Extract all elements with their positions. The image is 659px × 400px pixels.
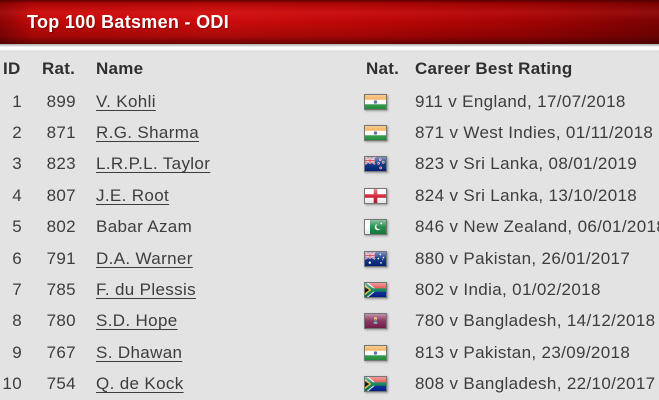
rating-cell: 802 <box>46 217 76 237</box>
career-best-cell: 813 v Pakistan, 23/09/2018 <box>415 342 631 362</box>
career-best-cell: 802 v India, 01/02/2018 <box>415 280 601 300</box>
rating-cell: 780 <box>46 311 76 331</box>
rating-cell: 823 <box>46 154 76 174</box>
player-name-link[interactable]: S.D. Hope <box>96 311 178 331</box>
flag-pakistan-icon <box>364 219 387 236</box>
player-name-link[interactable]: D.A. Warner <box>96 248 193 268</box>
rating-cell: 785 <box>46 280 76 300</box>
table-row: 2 871 R.G. Sharma 871 v West Indies, 01/… <box>0 117 659 148</box>
flag-india-icon <box>364 344 387 361</box>
table-row: 5 802 Babar Azam 846 v New Zealand, 06/0… <box>0 212 659 243</box>
rating-cell: 754 <box>46 374 76 394</box>
column-header-id: ID <box>3 59 21 78</box>
career-best-cell: 871 v West Indies, 01/11/2018 <box>415 123 654 143</box>
player-name-link[interactable]: L.R.P.L. Taylor <box>96 154 211 174</box>
career-best-cell: 808 v Bangladesh, 22/10/2017 <box>415 374 656 394</box>
rating-cell: 899 <box>46 91 76 111</box>
title-divider <box>0 44 659 52</box>
career-best-cell: 824 v Sri Lanka, 13/10/2018 <box>415 185 638 205</box>
player-name-link[interactable]: R.G. Sharma <box>96 123 200 143</box>
player-name-link[interactable]: Q. de Kock <box>96 374 184 394</box>
rank-cell: 4 <box>12 185 22 205</box>
table-row: 4 807 J.E. Root 824 v Sri Lanka, 13/10/2… <box>0 180 659 211</box>
player-name-link[interactable]: V. Kohli <box>96 91 156 111</box>
flag-india-icon <box>364 93 387 110</box>
rank-cell: 9 <box>12 342 22 362</box>
column-header-career-best: Career Best Rating <box>415 59 573 78</box>
player-name-link[interactable]: F. du Plessis <box>96 280 196 300</box>
rank-cell: 3 <box>12 154 22 174</box>
table-body: 1 899 V. Kohli 911 v England, 17/07/2018… <box>0 86 659 400</box>
table-row: 9 767 S. Dhawan 813 v Pakistan, 23/09/20… <box>0 337 659 368</box>
career-best-cell: 846 v New Zealand, 06/01/2018 <box>415 217 659 237</box>
page-title: Top 100 Batsmen - ODI <box>27 11 230 32</box>
flag-new-zealand-icon <box>364 156 387 173</box>
title-bar: Top 100 Batsmen - ODI <box>0 0 659 44</box>
rating-cell: 807 <box>46 185 76 205</box>
table-row: 1 899 V. Kohli 911 v England, 17/07/2018 <box>0 86 659 117</box>
rank-cell: 6 <box>12 248 22 268</box>
rating-cell: 791 <box>46 248 76 268</box>
flag-india-icon <box>364 125 387 142</box>
career-best-cell: 780 v Bangladesh, 14/12/2018 <box>415 311 656 331</box>
rank-cell: 10 <box>2 374 22 394</box>
table-row: 8 780 S.D. Hope 780 v Bangladesh, 14/12/… <box>0 306 659 337</box>
rank-cell: 1 <box>12 91 22 111</box>
column-header-nation: Nat. <box>366 59 400 78</box>
player-name-link[interactable]: J.E. Root <box>96 185 170 205</box>
column-header-rating: Rat. <box>42 59 76 78</box>
rank-cell: 2 <box>12 123 22 143</box>
table-row: 6 791 D.A. Warner 880 v Pakistan, 26/01/… <box>0 243 659 274</box>
rankings-table: ID Rat. Name Nat. Career Best Rating 1 8… <box>0 52 659 400</box>
flag-south-africa-icon <box>364 376 387 393</box>
career-best-cell: 911 v England, 17/07/2018 <box>415 91 626 111</box>
player-name-link: Babar Azam <box>96 217 193 237</box>
rank-cell: 7 <box>12 280 22 300</box>
career-best-cell: 880 v Pakistan, 26/01/2017 <box>415 248 631 268</box>
rank-cell: 8 <box>12 311 22 331</box>
rank-cell: 5 <box>12 217 22 237</box>
rating-cell: 767 <box>46 342 76 362</box>
flag-west-indies-icon <box>364 313 387 330</box>
table-row: 10 754 Q. de Kock 808 v Bangladesh, 22/1… <box>0 369 659 400</box>
player-name-link[interactable]: S. Dhawan <box>96 342 183 362</box>
flag-australia-icon <box>364 250 387 267</box>
table-row: 7 785 F. du Plessis 802 v India, 01/02/2… <box>0 274 659 305</box>
career-best-cell: 823 v Sri Lanka, 08/01/2019 <box>415 154 638 174</box>
rating-cell: 871 <box>46 123 76 143</box>
flag-england-icon <box>364 187 387 204</box>
column-header-name: Name <box>96 59 144 78</box>
table-row: 3 823 L.R.P.L. Taylor 823 v Sri Lanka, 0… <box>0 149 659 180</box>
flag-south-africa-icon <box>364 282 387 299</box>
table-header-row: ID Rat. Name Nat. Career Best Rating <box>0 52 659 86</box>
